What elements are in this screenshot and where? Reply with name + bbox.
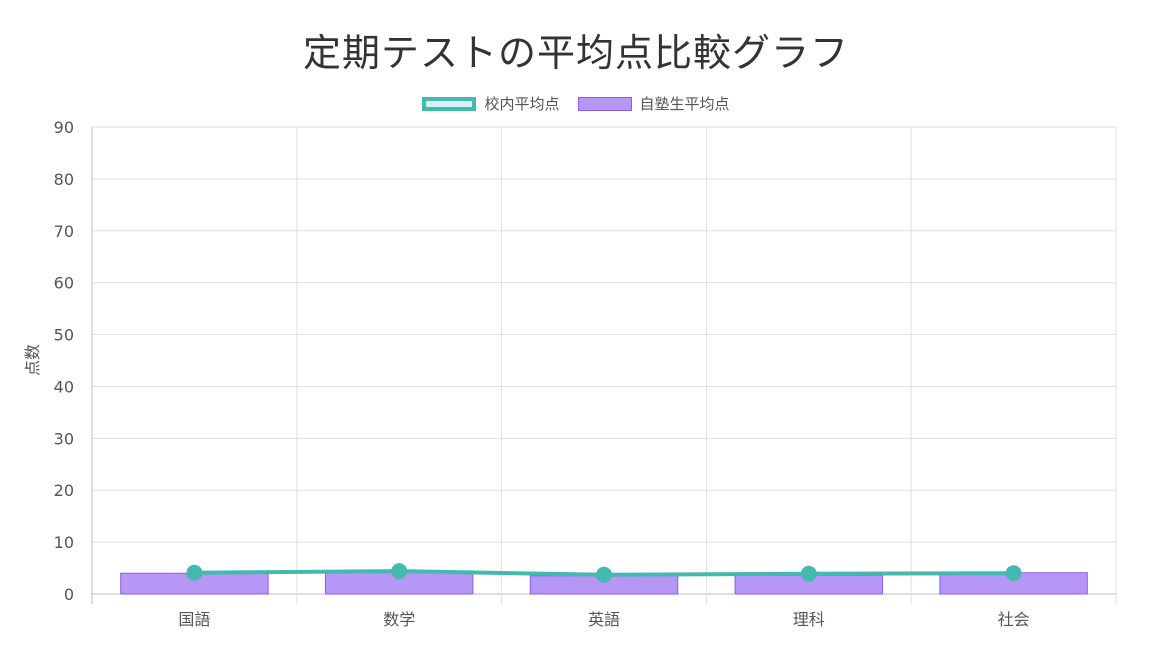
- legend-swatch-line: [422, 96, 477, 111]
- legend-label-school-average: 校内平均点: [484, 95, 560, 113]
- line-point[interactable]: [596, 566, 612, 583]
- y-tick-label: 40: [54, 377, 74, 396]
- y-tick-label: 0: [64, 585, 74, 604]
- y-tick-label: 50: [54, 326, 74, 345]
- y-tick-label: 20: [54, 481, 74, 500]
- y-axis-ticks: 0 10 20 30 40 50 60 70 80 90: [54, 118, 74, 604]
- legend-item-school-average[interactable]: 校内平均点: [422, 93, 560, 114]
- chart-title: 定期テストの平均点比較グラフ: [302, 31, 849, 75]
- y-tick-label: 70: [54, 222, 74, 241]
- legend-label-cram-average: 自塾生平均点: [639, 95, 730, 113]
- x-tick-label: 国語: [178, 610, 210, 629]
- y-tick-label: 90: [54, 118, 74, 137]
- x-tick-label: 英語: [588, 610, 620, 629]
- line-point[interactable]: [391, 563, 408, 580]
- x-tick-label: 社会: [998, 610, 1030, 629]
- y-tick-label: 80: [54, 170, 74, 189]
- line-point[interactable]: [1005, 565, 1022, 582]
- legend-item-cram-average[interactable]: 自塾生平均点: [577, 93, 730, 114]
- y-axis-label: 点数: [23, 344, 42, 376]
- y-tick-label: 10: [54, 533, 74, 552]
- y-tick-label: 60: [54, 274, 74, 293]
- line-point[interactable]: [800, 565, 817, 582]
- chart-grid: [91, 126, 1117, 604]
- chart-legend: 校内平均点 自塾生平均点: [0, 93, 1152, 114]
- legend-swatch-bar: [577, 96, 632, 111]
- line-series: [186, 563, 1022, 583]
- x-tick-label: 数学: [383, 610, 415, 629]
- line-point[interactable]: [186, 564, 203, 581]
- x-tick-label: 理科: [793, 610, 825, 629]
- x-axis-ticks: 国語 数学 英語 理科 社会: [178, 610, 1029, 629]
- bar-series: [120, 571, 1088, 595]
- y-tick-label: 30: [54, 429, 74, 448]
